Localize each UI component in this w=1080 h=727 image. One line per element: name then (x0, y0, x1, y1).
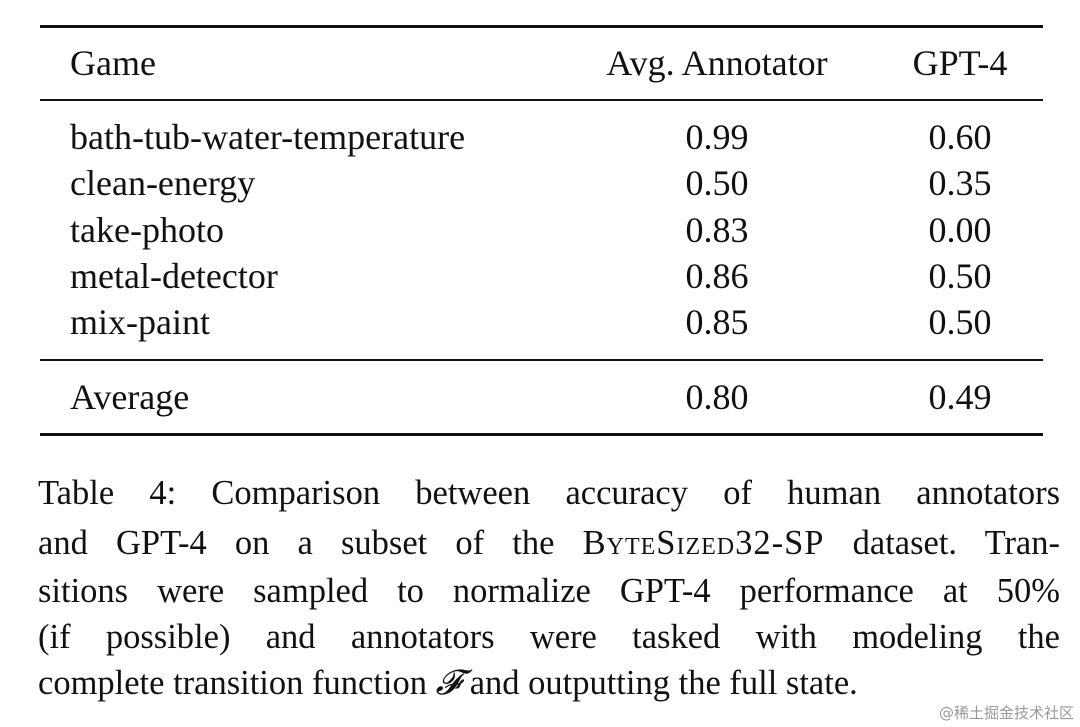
table-cell: 0.50 (685, 163, 749, 204)
caption-line: complete transition function 𝓕 and outpu… (38, 660, 1060, 707)
caption-text: sitions were sampled to normalize GPT-4 … (38, 572, 1060, 610)
footer-cell: 0.49 (928, 377, 992, 417)
caption-text: ByteSized32-SP (582, 524, 825, 562)
caption-line: (if possible) and annotators were tasked… (38, 614, 1060, 661)
table-cell: 0.85 (685, 302, 749, 343)
caption-text: 𝓕 (435, 663, 462, 703)
table-cell: 0.86 (685, 255, 749, 296)
caption-text: (if possible) and annotators were tasked… (38, 618, 1060, 656)
table-cell: mix-paint (70, 302, 210, 343)
table-cell: bath-tub-water-temperature (70, 117, 466, 157)
caption-text: and outputting the full state. (461, 664, 858, 702)
table-cell: 0.60 (928, 117, 992, 157)
mid-rule (40, 359, 1043, 361)
caption-text: Table 4: (38, 474, 177, 512)
caption-text: and GPT-4 on a subset of the (38, 524, 583, 562)
table-cell: metal-detector (70, 255, 278, 296)
caption-line: and GPT-4 on a subset of the ByteSized32… (38, 520, 1060, 567)
header-cell: Avg. Annotator (606, 43, 828, 83)
header-cell: Game (70, 43, 156, 83)
caption-line: sitions were sampled to normalize GPT-4 … (38, 568, 1060, 615)
table-cell: 0.35 (928, 163, 992, 204)
table-cell: 0.00 (928, 209, 992, 250)
watermark: @稀土掘金技术社区 (938, 704, 1074, 722)
table-cell: clean-energy (70, 163, 256, 204)
caption-line: Table 4: Comparison between accuracy of … (38, 470, 1060, 517)
caption-text: dataset. Tran- (824, 524, 1060, 562)
table-cell: 0.50 (928, 255, 992, 296)
footer-cell: 0.80 (685, 377, 749, 417)
top-rule (40, 25, 1043, 28)
table-cell: 0.50 (928, 302, 992, 343)
table-cell: take-photo (70, 209, 224, 250)
caption-text: Comparison between accuracy of human ann… (176, 474, 1060, 512)
table-cell: 0.99 (685, 117, 749, 157)
header-rule (40, 99, 1043, 101)
table-cell: 0.83 (685, 209, 749, 250)
footer-cell: Average (70, 377, 190, 417)
caption-text: complete transition function (38, 664, 436, 702)
header-cell: GPT-4 (912, 43, 1008, 83)
bottom-rule (40, 433, 1043, 436)
